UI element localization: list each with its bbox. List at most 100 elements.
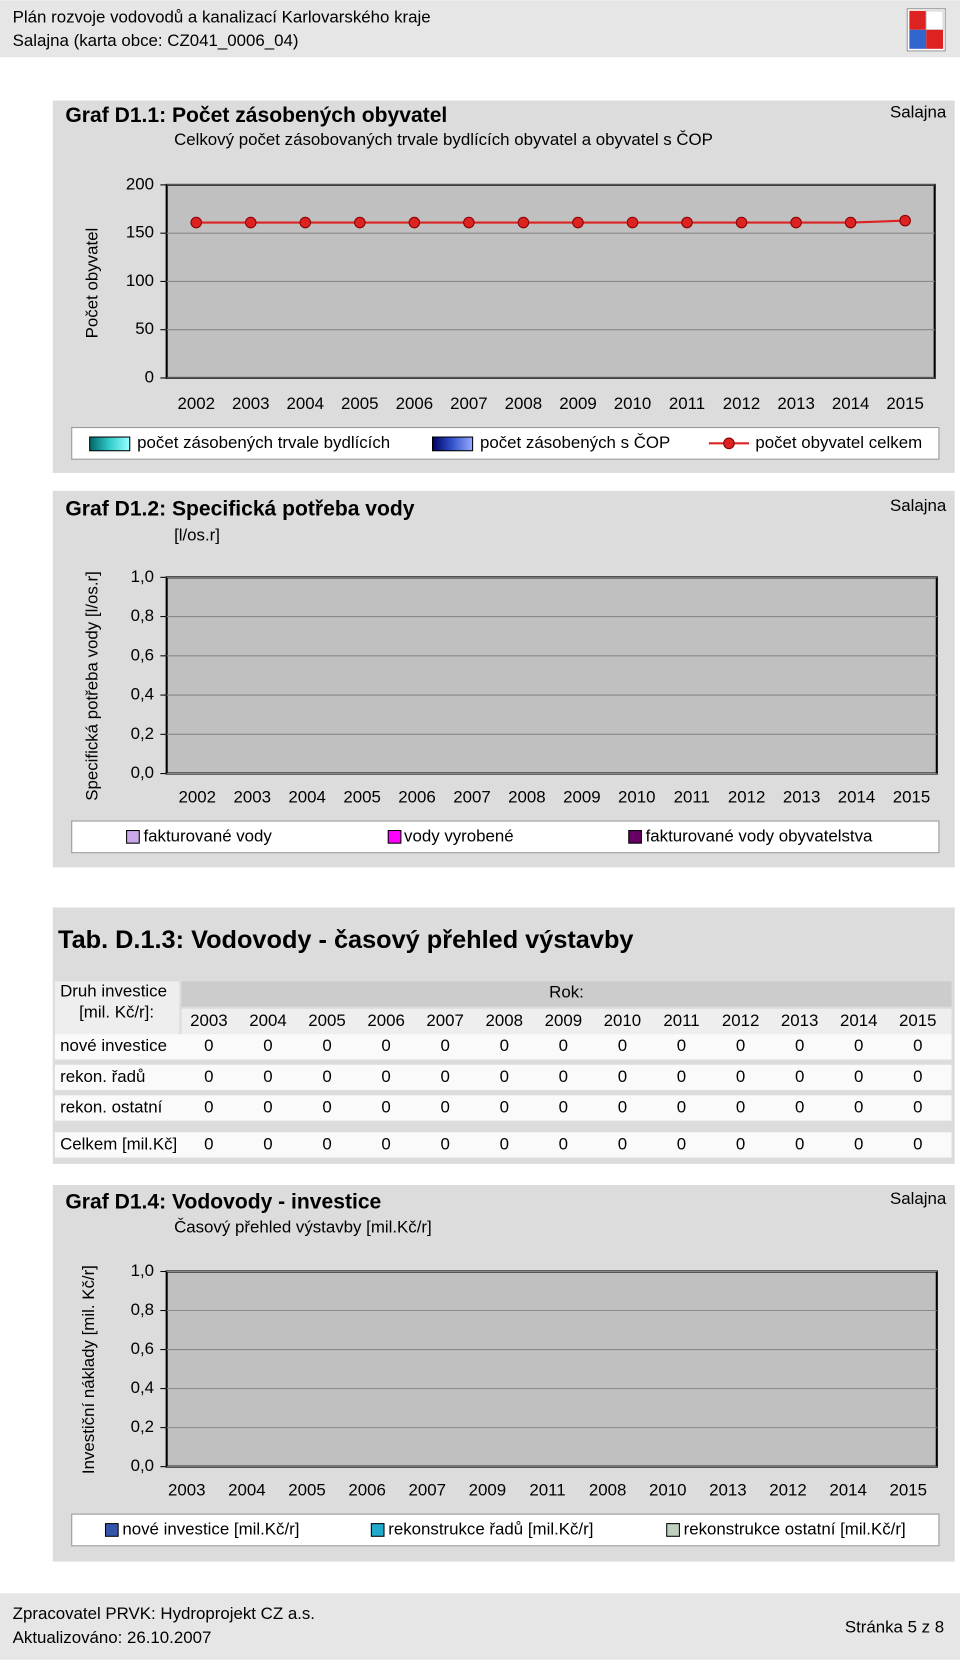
table-year: 2011 — [663, 1011, 699, 1030]
table-cell: 0 — [795, 1067, 804, 1086]
data-point — [735, 216, 748, 229]
x-tick-label: 2008 — [589, 1480, 627, 1499]
table-cell: 0 — [677, 1097, 686, 1116]
legend-label: vody vyrobené — [404, 826, 514, 845]
logo — [906, 8, 946, 52]
table-cell: 0 — [736, 1134, 745, 1153]
table-title: Tab. D.1.3: Vodovody - časový přehled vý… — [58, 926, 633, 954]
plot-area — [165, 1270, 938, 1468]
y-tick-label: 1,0 — [131, 1261, 154, 1280]
table-year: 2006 — [367, 1011, 405, 1030]
table-year: 2004 — [249, 1011, 287, 1030]
table-cell: 0 — [204, 1067, 213, 1086]
table-cell: 0 — [204, 1134, 213, 1153]
x-tick-label: 2006 — [348, 1480, 386, 1499]
table-cell: 0 — [618, 1036, 627, 1055]
table-row — [54, 1064, 952, 1091]
data-point — [844, 216, 857, 229]
legend-label: fakturované vody — [143, 826, 272, 845]
table-header-label: Druh investice — [60, 981, 167, 1000]
data-point — [299, 216, 312, 229]
table-cell: 0 — [618, 1097, 627, 1116]
table-year: 2010 — [604, 1011, 642, 1030]
table-cell: 0 — [263, 1097, 272, 1116]
table-cell: 0 — [381, 1097, 390, 1116]
x-tick-label: 2004 — [288, 787, 326, 806]
table-cell: 0 — [204, 1036, 213, 1055]
table-cell: 0 — [736, 1036, 745, 1055]
chart-subtitle: Časový přehled výstavby [mil.Kč/r] — [174, 1218, 432, 1237]
x-tick-label: 2007 — [408, 1480, 446, 1499]
table-cell: 0 — [795, 1134, 804, 1153]
table-year: 2015 — [899, 1011, 937, 1030]
legend-label: rekonstrukce řadů [mil.Kč/r] — [388, 1519, 593, 1538]
chart-place: Salajna — [890, 1189, 947, 1208]
x-tick-label: 2008 — [505, 394, 543, 413]
data-point — [572, 216, 584, 229]
table-year-header: Rok: — [549, 982, 584, 1001]
chart-place: Salajna — [890, 103, 947, 122]
table-cell: 0 — [854, 1097, 863, 1116]
x-tick-label: 2015 — [886, 394, 924, 413]
table-row — [54, 1095, 952, 1121]
table-cell: 0 — [677, 1067, 686, 1086]
footer-updated: Aktualizováno: 26.10.2007 — [13, 1628, 212, 1647]
legend-swatch — [723, 437, 735, 450]
table-header-cell — [181, 1008, 952, 1035]
y-axis-label: Počet obyvatel — [82, 228, 101, 339]
data-point — [899, 214, 911, 227]
y-tick-label: 0,4 — [131, 685, 154, 704]
legend-swatch — [126, 830, 140, 844]
plot-area — [165, 576, 938, 775]
table-row-label: rekon. řadů — [60, 1067, 145, 1086]
y-tick-label: 50 — [135, 319, 154, 338]
x-tick-label: 2002 — [179, 787, 217, 806]
data-point — [190, 216, 203, 229]
y-tick-label: 0,6 — [131, 1339, 154, 1358]
x-tick-label: 2015 — [890, 1480, 928, 1499]
table-row — [54, 1034, 952, 1060]
table-cell: 0 — [795, 1036, 804, 1055]
y-tick-label: 0,4 — [131, 1378, 154, 1397]
table-cell: 0 — [263, 1067, 272, 1086]
table-year: 2012 — [722, 1011, 760, 1030]
y-axis-label: Specifická potřeba vody [l/os.r] — [82, 571, 101, 801]
x-tick-label: 2009 — [563, 787, 601, 806]
x-tick-label: 2002 — [177, 394, 215, 413]
y-tick-label: 200 — [126, 174, 154, 193]
x-tick-label: 2013 — [783, 787, 821, 806]
table-row — [54, 1132, 952, 1158]
table-cell: 0 — [736, 1067, 745, 1086]
chart-subtitle: [l/os.r] — [174, 526, 220, 545]
x-tick-label: 2011 — [529, 1480, 565, 1499]
table-header-label: [mil. Kč/r]: — [79, 1002, 154, 1021]
chart-title: Graf D1.2: Specifická potřeba vody — [65, 497, 414, 520]
table-cell: 0 — [559, 1134, 568, 1153]
y-tick-label: 100 — [126, 271, 154, 290]
table-year: 2009 — [545, 1011, 583, 1030]
x-tick-label: 2007 — [453, 787, 491, 806]
y-tick-label: 1,0 — [131, 567, 154, 586]
table-cell: 0 — [381, 1067, 390, 1086]
x-tick-label: 2009 — [469, 1480, 507, 1499]
table-cell: 0 — [381, 1134, 390, 1153]
table-cell: 0 — [440, 1097, 449, 1116]
table-cell: 0 — [854, 1067, 863, 1086]
x-tick-label: 2004 — [228, 1480, 266, 1499]
table-cell: 0 — [913, 1134, 922, 1153]
table-cell: 0 — [795, 1097, 804, 1116]
table-header-cell — [54, 981, 180, 1035]
table-cell: 0 — [263, 1134, 272, 1153]
table-cell: 0 — [440, 1134, 449, 1153]
data-point — [408, 216, 421, 229]
chart-place: Salajna — [890, 496, 947, 515]
table-year: 2003 — [190, 1011, 228, 1030]
table-cell: 0 — [322, 1097, 331, 1116]
x-tick-label: 2010 — [614, 394, 652, 413]
legend-swatch — [666, 1523, 680, 1537]
y-tick-label: 150 — [126, 223, 154, 242]
x-tick-label: 2005 — [343, 787, 381, 806]
table-cell: 0 — [854, 1036, 863, 1055]
footer-bar — [0, 1593, 960, 1660]
